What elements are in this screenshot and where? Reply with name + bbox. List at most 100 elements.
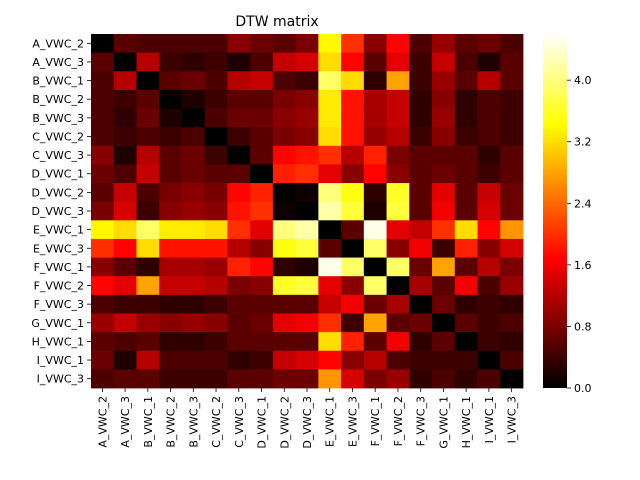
heatmap-cell: [250, 294, 274, 314]
heatmap-cell: [181, 350, 206, 370]
heatmap-cell: [250, 201, 274, 221]
heatmap-cell: [204, 313, 228, 333]
heatmap-cell: [318, 127, 342, 147]
heatmap-cell: [386, 332, 410, 352]
heatmap-cell: [295, 34, 319, 54]
heatmap-cell: [136, 220, 160, 240]
heatmap-cell: [250, 369, 274, 389]
heatmap-cell: [500, 276, 524, 296]
heatmap-cell: [432, 276, 456, 296]
heatmap-cell: [250, 350, 274, 370]
x-tick-labels: A_VWC_2 A_VWC_3 B_VWC_1 B_VWC_2 B_VWC_3 C_VWC…: [96, 388, 519, 449]
heatmap-cell: [318, 201, 342, 221]
heatmap-cell: [91, 332, 115, 352]
heatmap-cell: [181, 127, 206, 147]
heatmap-cell: [159, 369, 183, 389]
heatmap-cell: [136, 183, 160, 203]
heatmap-cell: [454, 127, 478, 147]
heatmap-cell: [136, 145, 160, 165]
heatmap-cell: [91, 71, 115, 91]
heatmap-cell: [409, 183, 433, 203]
heatmap-cell: [204, 145, 228, 165]
heatmap-cell: [136, 164, 160, 184]
heatmap-cell: [363, 201, 387, 221]
heatmap-cell: [477, 350, 501, 370]
heatmap-cell: [386, 238, 410, 258]
heatmap-cell: [363, 108, 387, 128]
heatmap-cell: [386, 34, 410, 54]
heatmap-cell: [204, 108, 228, 128]
heatmap-cell: [363, 257, 387, 277]
heatmap-cell: [295, 276, 319, 296]
heatmap-cell: [432, 127, 456, 147]
heatmap-cell: [341, 220, 365, 240]
heatmap-cell: [181, 145, 206, 165]
heatmap-cell: [250, 220, 274, 240]
heatmap-cell: [409, 108, 433, 128]
heatmap-cell: [181, 164, 206, 184]
heatmap-cell: [386, 201, 410, 221]
heatmap-cell: [500, 71, 524, 91]
x-tick-label: F_VWC_2: [392, 396, 405, 446]
heatmap-cell: [341, 164, 365, 184]
x-tick-label: C_VWC_2: [210, 396, 223, 448]
heatmap-cell: [363, 183, 387, 203]
heatmap-cell: [272, 71, 297, 91]
heatmap-cell: [113, 183, 137, 203]
heatmap-cell: [159, 89, 183, 109]
heatmap-cell: [272, 145, 297, 165]
heatmap-cell: [227, 257, 251, 277]
heatmap-cell: [477, 34, 501, 54]
heatmap-cell: [318, 52, 342, 72]
heatmap-cell: [272, 332, 297, 352]
heatmap-cell: [91, 145, 115, 165]
heatmap-cell: [363, 164, 387, 184]
heatmap-cell: [363, 89, 387, 109]
heatmap-cell: [91, 52, 115, 72]
heatmap-cell: [318, 332, 342, 352]
heatmap-cell: [181, 220, 206, 240]
heatmap-cell: [386, 313, 410, 333]
heatmap-cell: [318, 220, 342, 240]
heatmap-cell: [363, 238, 387, 258]
heatmap-cell: [386, 220, 410, 240]
heatmap-cell: [363, 220, 387, 240]
y-tick-labels: A_VWC_2 A_VWC_3 B_VWC_1 B_VWC_2 B_VWC_3 C_VWC…: [31, 37, 91, 386]
heatmap-cell: [454, 238, 478, 258]
colorbar-ticks: 0.0 0.8 1.6 2.4 3.2 4.0: [567, 74, 592, 395]
y-tick-label: D_VWC_2: [31, 186, 84, 199]
heatmap-cell: [227, 127, 251, 147]
heatmap-cell: [432, 257, 456, 277]
heatmap-cell: [318, 164, 342, 184]
heatmap-cell: [318, 89, 342, 109]
heatmap-cell: [477, 220, 501, 240]
heatmap-cell: [181, 313, 206, 333]
heatmap-cell: [318, 183, 342, 203]
heatmap-cell: [250, 108, 274, 128]
heatmap-cell: [250, 332, 274, 352]
heatmap-cell: [136, 276, 160, 296]
heatmap-cell: [159, 127, 183, 147]
heatmap-cell: [363, 313, 387, 333]
heatmap-cell: [295, 201, 319, 221]
heatmap-cell: [227, 201, 251, 221]
heatmap-cell: [363, 332, 387, 352]
heatmap-cell: [409, 220, 433, 240]
heatmap-cell: [409, 201, 433, 221]
x-tick-label: C_VWC_3: [233, 396, 246, 448]
heatmap-cell: [204, 369, 228, 389]
heatmap-cell: [204, 350, 228, 370]
heatmap-cell: [409, 350, 433, 370]
heatmap-cell: [500, 238, 524, 258]
heatmap-cell: [136, 201, 160, 221]
heatmap-cell: [181, 108, 206, 128]
heatmap-cell: [341, 369, 365, 389]
y-tick-label: B_VWC_2: [32, 93, 84, 106]
heatmap-cell: [91, 238, 115, 258]
heatmap-cell: [318, 238, 342, 258]
heatmap-cell: [159, 34, 183, 54]
heatmap-cell: [272, 220, 297, 240]
heatmap-cell: [409, 313, 433, 333]
y-tick-label: F_VWC_3: [34, 298, 84, 311]
heatmap-cell: [363, 350, 387, 370]
